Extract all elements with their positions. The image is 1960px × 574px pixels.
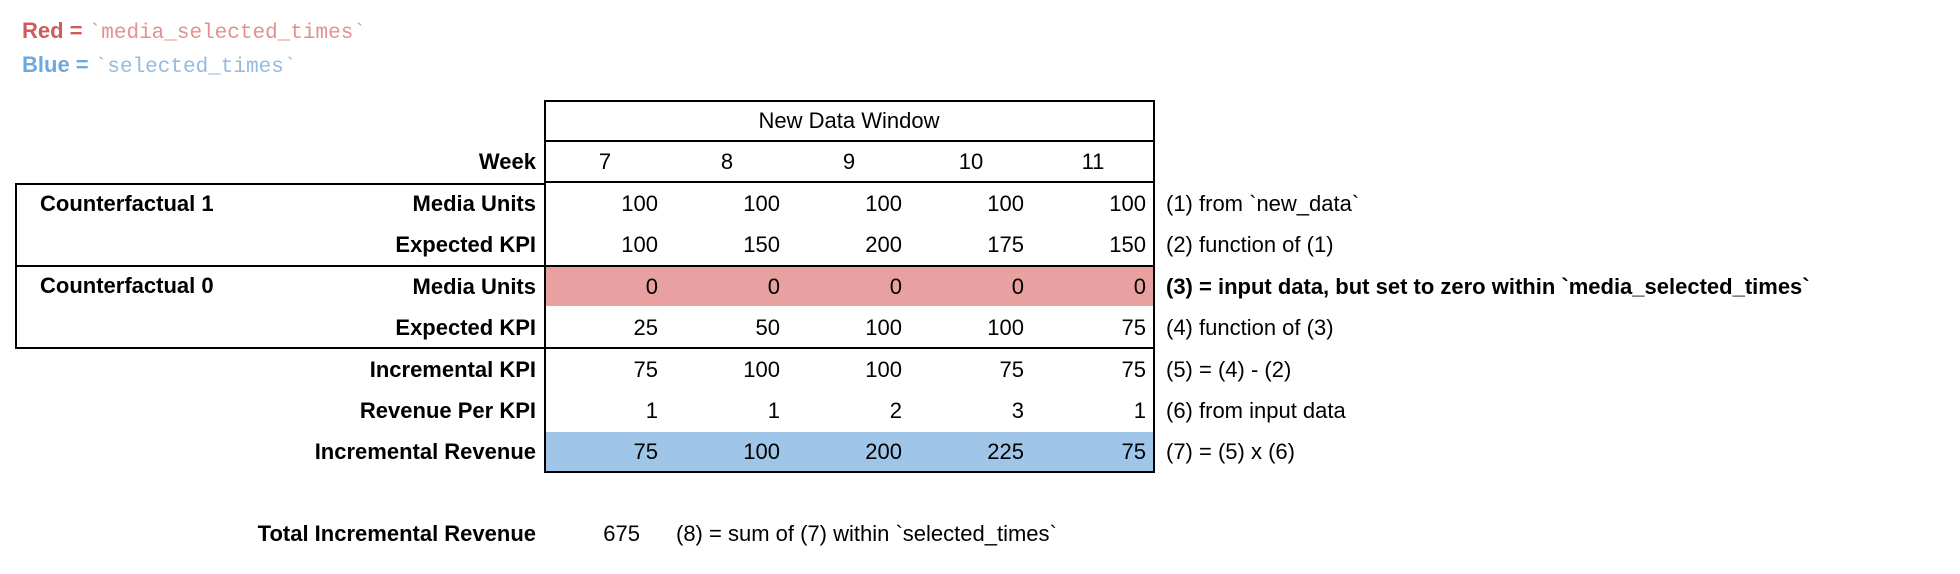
value-cell: 150 (743, 232, 780, 257)
week-tick: 9 (842, 149, 856, 174)
value-cell: 75 (1121, 357, 1146, 382)
row-label: Incremental Revenue (314, 439, 536, 464)
row-annotation: (2) function of (1) (1166, 232, 1334, 257)
legend: Red = `media_selected_times` Blue = `sel… (22, 14, 366, 82)
row-annotation: (4) function of (3) (1166, 315, 1334, 340)
header-spacer (0, 100, 544, 141)
week-tick: 11 (1081, 149, 1105, 174)
table-row-incremental-kpi: Incremental KPI 75 100 100 75 75 (5) = (… (0, 349, 1960, 390)
value-cell: 100 (743, 191, 780, 216)
table-row-revenue-per-kpi: Revenue Per KPI 1 1 2 3 1 (6) from input… (0, 390, 1960, 431)
row-label: Expected KPI (395, 315, 536, 340)
value-cell: 75 (999, 357, 1024, 382)
legend-blue-code: `selected_times` (94, 56, 297, 79)
week-label: Week (478, 149, 536, 174)
value-cell: 2 (889, 398, 902, 423)
value-cell: 100 (987, 315, 1024, 340)
red-highlight-media-selected-times (546, 267, 1153, 306)
value-cell: 1 (1133, 398, 1146, 423)
legend-red-line: Red = `media_selected_times` (22, 14, 366, 48)
table-row-incremental-revenue: Incremental Revenue 75 100 200 225 75 (7… (0, 431, 1960, 472)
row-annotation: (5) = (4) - (2) (1166, 357, 1292, 382)
value-cell: 1 (645, 398, 658, 423)
value-cell: 75 (633, 439, 658, 464)
value-cell: 25 (633, 315, 658, 340)
value-cell: 0 (889, 274, 902, 299)
row-annotation: (7) = (5) x (6) (1166, 439, 1295, 464)
row-label: Media Units (412, 274, 536, 299)
table-border-line (544, 347, 1155, 349)
value-cell: 100 (621, 191, 658, 216)
value-cell: 3 (1011, 398, 1024, 423)
value-cell: 0 (1133, 274, 1146, 299)
value-cell: 75 (1121, 315, 1146, 340)
counterfactual-1-label: Counterfactual 1 (40, 191, 214, 216)
table-row-media-units-cf1: Media Units 100 100 100 100 100 (1) from… (0, 183, 1960, 224)
value-cell: 225 (987, 439, 1024, 464)
value-cell: 200 (865, 232, 902, 257)
table-row-expected-kpi-cf0: Expected KPI 25 50 100 100 75 (4) functi… (0, 307, 1960, 348)
value-cell: 0 (767, 274, 780, 299)
row-label: Incremental KPI (369, 357, 536, 382)
total-annotation: (8) = sum of (7) within `selected_times` (676, 521, 1057, 546)
week-tick: 7 (598, 149, 612, 174)
table-border-line (544, 181, 1155, 183)
value-cell: 100 (743, 357, 780, 382)
counterfactual-0-box (15, 265, 546, 349)
week-row: Week 7 8 9 10 11 (0, 142, 1960, 182)
table-border-line (544, 140, 1155, 142)
row-annotation: (3) = input data, but set to zero within… (1166, 274, 1810, 299)
week-tick: 10 (958, 149, 984, 174)
legend-blue-label: Blue = (22, 52, 89, 77)
row-annotation: (1) from `new_data` (1166, 191, 1360, 216)
legend-red-label: Red = (22, 18, 83, 43)
legend-blue-line: Blue = `selected_times` (22, 48, 366, 82)
total-label: Total Incremental Revenue (257, 521, 536, 546)
blue-highlight-selected-times (546, 432, 1153, 471)
legend-red-code: `media_selected_times` (88, 22, 366, 45)
value-cell: 0 (1011, 274, 1024, 299)
value-cell: 1 (767, 398, 780, 423)
value-cell: 175 (987, 232, 1024, 257)
value-cell: 0 (645, 274, 658, 299)
table-border-line (544, 265, 1155, 267)
value-cell: 200 (865, 439, 902, 464)
row-annotation: (6) from input data (1166, 398, 1346, 423)
counterfactual-0-label: Counterfactual 0 (40, 273, 214, 298)
table-row-expected-kpi-cf1: Expected KPI 100 150 200 175 150 (2) fun… (0, 224, 1960, 265)
value-cell: 150 (1109, 232, 1146, 257)
table-row-media-units-cf0: Media Units 0 0 0 0 0 (3) = input data, … (0, 266, 1960, 307)
value-cell: 50 (755, 315, 780, 340)
value-cell: 75 (633, 357, 658, 382)
week-tick: 8 (720, 149, 734, 174)
value-cell: 100 (1109, 191, 1146, 216)
total-value: 675 (603, 521, 640, 546)
row-label: Media Units (412, 191, 536, 216)
row-label: Revenue Per KPI (359, 398, 536, 423)
value-cell: 100 (743, 439, 780, 464)
value-cell: 100 (865, 315, 902, 340)
table-header-row: New Data Window (0, 100, 1960, 141)
value-cell: 100 (865, 191, 902, 216)
value-cell: 75 (1121, 439, 1146, 464)
value-cell: 100 (987, 191, 1024, 216)
row-label: Expected KPI (395, 232, 536, 257)
value-cell: 100 (621, 232, 658, 257)
new-data-window-header: New Data Window (758, 108, 940, 133)
value-cell: 100 (865, 357, 902, 382)
total-row: Total Incremental Revenue 675 (8) = sum … (0, 513, 1960, 554)
